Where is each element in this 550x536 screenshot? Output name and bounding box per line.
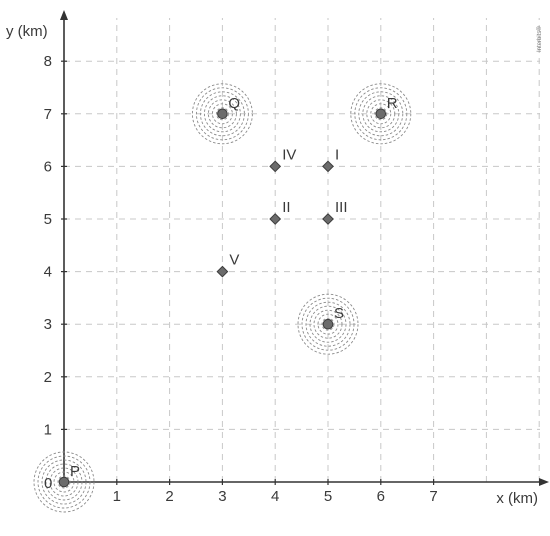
station-label-r: R — [387, 95, 398, 112]
station-ring — [41, 459, 87, 505]
candidate-label-v: V — [229, 252, 239, 269]
y-tick-label: 3 — [44, 316, 52, 333]
station-ring — [199, 91, 245, 137]
station-point-p — [58, 476, 70, 488]
y-axis-arrow — [60, 10, 68, 20]
station-ring — [317, 313, 339, 335]
candidate-label-i: I — [335, 146, 339, 163]
station-ring — [313, 309, 343, 339]
y-tick-label: 1 — [44, 421, 52, 438]
station-ring — [358, 91, 404, 137]
station-ring — [370, 103, 392, 125]
station-ring — [305, 301, 351, 347]
x-tick-label: 1 — [113, 488, 121, 505]
x-tick-label: 4 — [271, 488, 279, 505]
candidate-point-ii — [269, 213, 282, 225]
station-ring — [33, 451, 95, 513]
tick-labels: 1 2 3 4 5 6 7 1 2 3 4 5 6 7 8 — [44, 53, 438, 505]
station-ring — [211, 103, 233, 125]
station-ring — [45, 463, 83, 501]
y-tick-label: 5 — [44, 211, 52, 228]
station-point-q — [217, 108, 228, 120]
station-point-r — [375, 108, 387, 120]
candidate-label-ii: II — [282, 199, 290, 216]
x-axis-title: x (km) — [496, 490, 538, 507]
watermark: Interbits® — [536, 26, 543, 52]
station-ring — [374, 107, 388, 121]
station-ring — [309, 305, 347, 343]
station-ring — [57, 475, 71, 489]
station-ring — [366, 99, 396, 129]
station-ring — [350, 83, 412, 145]
station-ring — [37, 455, 91, 509]
station-ring — [191, 83, 253, 145]
y-tick-label: 8 — [44, 53, 52, 70]
y-axis-title: y (km) — [6, 23, 48, 40]
station-ring — [203, 95, 241, 133]
x-axis-arrow — [539, 478, 549, 486]
station-ring — [354, 87, 408, 141]
grid — [64, 18, 540, 482]
station-point-s — [322, 318, 334, 330]
x-tick-label: 7 — [429, 488, 437, 505]
station-label-s: S — [334, 305, 344, 322]
station-label-q: Q — [228, 95, 240, 112]
station-ring — [49, 467, 79, 497]
station-ring — [297, 293, 359, 355]
candidate-label-iv: IV — [282, 146, 296, 163]
x-tick-label: 5 — [324, 488, 332, 505]
y-tick-label: 4 — [44, 264, 52, 281]
y-tick-label: 7 — [44, 106, 52, 123]
candidate-point-iv — [269, 160, 282, 173]
station-ring — [195, 87, 249, 141]
y-tick-label: 2 — [44, 369, 52, 386]
station-label-p: P — [70, 463, 80, 480]
y-tick-label: 6 — [44, 158, 52, 175]
candidate-point-iii — [322, 213, 334, 225]
origin-label: 0 — [44, 475, 52, 492]
station-ring — [53, 471, 75, 493]
station-ring — [215, 107, 229, 121]
candidate-point-v — [216, 265, 229, 278]
x-tick-label: 6 — [377, 488, 385, 505]
candidate-point-i — [322, 160, 334, 173]
candidate-label-iii: III — [335, 199, 348, 216]
station-ring — [301, 297, 355, 351]
station-ring — [321, 317, 335, 331]
axes — [60, 10, 549, 486]
station-rings — [33, 83, 412, 513]
x-tick-label: 3 — [218, 488, 226, 505]
station-ring — [362, 95, 400, 133]
x-tick-label: 2 — [165, 488, 173, 505]
station-ring — [207, 99, 237, 129]
